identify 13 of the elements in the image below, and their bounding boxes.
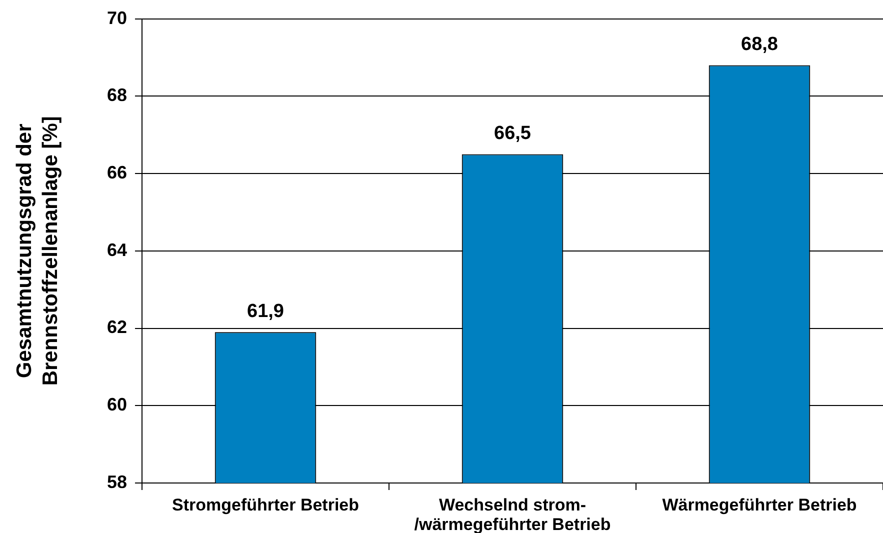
y-tick-label: 66 (106, 162, 127, 182)
y-tick-label: 64 (106, 240, 127, 260)
y-tick-label: 62 (106, 317, 127, 338)
data-label: 66,5 (494, 123, 532, 144)
y-tick-label: 58 (106, 472, 127, 492)
y-axis-title: Gesamtnutzungsgrad der Brennstoffzellenanlage [%] (12, 116, 62, 386)
x-tick-label: Wärmegeführter Betrieb (662, 495, 857, 514)
y-tick-label: 60 (106, 394, 127, 415)
y-tick-label: 70 (106, 8, 127, 28)
data-label: 61,9 (247, 301, 284, 322)
data-label: 68,8 (741, 34, 778, 56)
x-tick-label: Stromgeführter Betrieb (172, 495, 360, 514)
y-tick-label: 68 (106, 85, 127, 106)
